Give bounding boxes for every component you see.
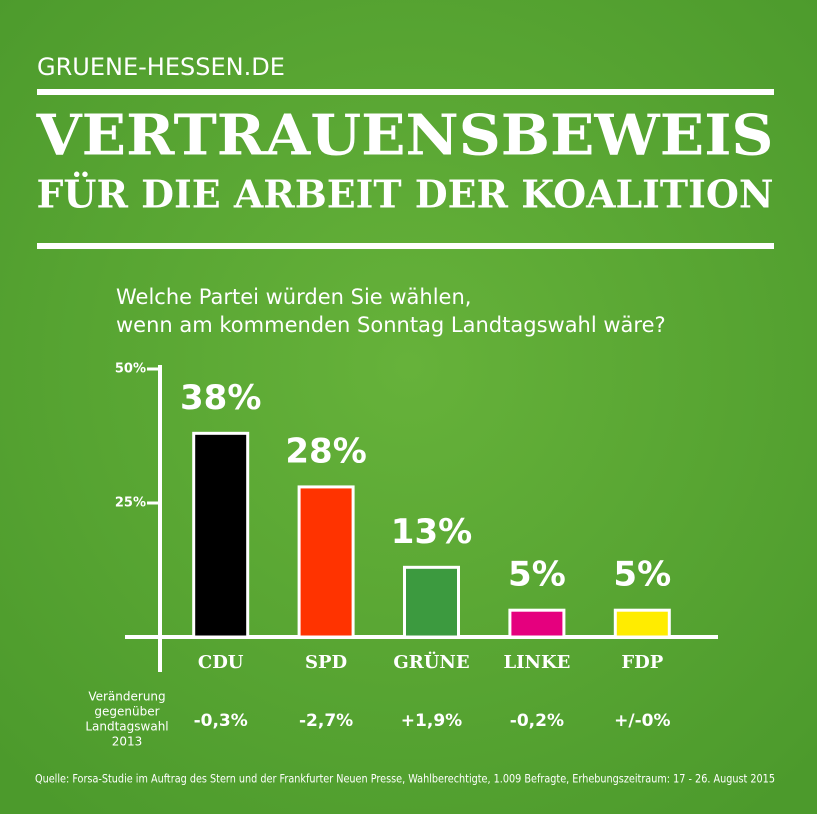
bar (192, 431, 250, 639)
x-tick-label: GRÜNE (393, 650, 469, 673)
source: Quelle: Forsa-Studie im Auftrag des Ster… (35, 772, 775, 786)
title-line: VERTRAUENSBEWEIS (35, 103, 773, 169)
value-label: 28% (285, 431, 366, 471)
rule (37, 89, 774, 95)
value-label: 13% (391, 512, 472, 552)
change-label: -0,3% (194, 711, 248, 731)
question: Welche Partei würden Sie wählen, (116, 285, 471, 309)
change-label: +1,9% (401, 711, 462, 731)
site: GRUENE-HESSEN.DE (37, 53, 285, 81)
bar (297, 485, 355, 639)
x-tick-label: SPD (305, 652, 347, 673)
value-label: 38% (180, 378, 261, 418)
x-tick-label: LINKE (503, 652, 570, 673)
value-label: 5% (508, 555, 566, 595)
y-tick-label: 25% (115, 496, 146, 511)
change-label: +/-0% (614, 711, 670, 731)
x-tick-label: CDU (198, 652, 244, 673)
change-caption: gegenüber (94, 705, 159, 719)
bar (508, 608, 566, 639)
rule (37, 243, 774, 249)
x-tick-label: FDP (621, 652, 663, 673)
change-caption: Veränderung (88, 690, 165, 704)
change-caption: 2013 (112, 735, 143, 749)
y-tick-label: 50% (115, 362, 146, 377)
question: wenn am kommenden Sonntag Landtagswahl w… (116, 313, 666, 337)
title-line: FÜR DIE ARBEIT DER KOALITION (37, 172, 774, 217)
change-label: -2,7% (299, 711, 353, 731)
change-label: -0,2% (510, 711, 564, 731)
bar (613, 608, 671, 639)
value-label: 5% (613, 555, 671, 595)
bar (403, 565, 460, 639)
change-caption: Landtagswahl (85, 720, 168, 734)
